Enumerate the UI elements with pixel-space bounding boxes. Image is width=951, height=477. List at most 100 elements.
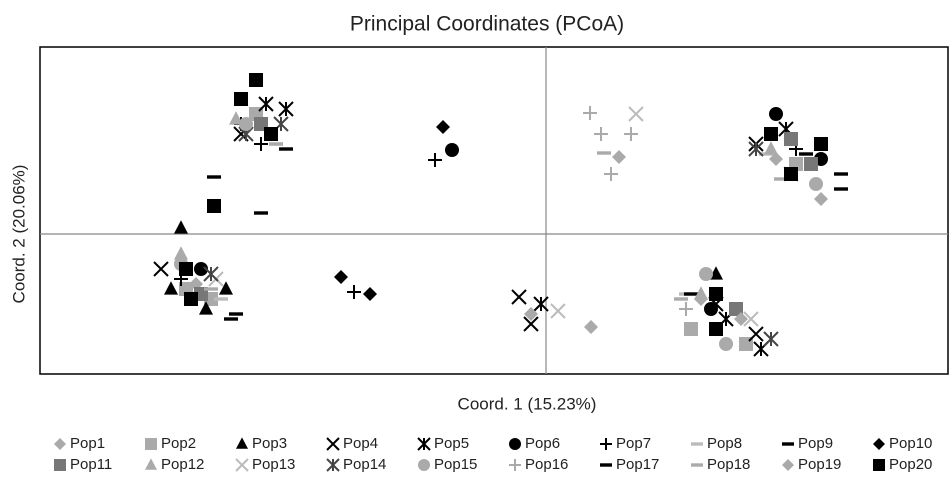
marker-shape xyxy=(523,316,539,332)
marker-shape xyxy=(814,192,828,206)
plot-frame xyxy=(39,46,949,375)
point xyxy=(428,153,442,167)
point xyxy=(709,322,723,336)
point xyxy=(550,303,566,319)
marker-shape xyxy=(814,137,828,151)
legend-marker xyxy=(600,463,612,467)
legend-label: Pop16 xyxy=(525,456,568,473)
marker-shape xyxy=(597,151,611,155)
point xyxy=(207,175,221,179)
point xyxy=(597,151,611,155)
marker-shape xyxy=(235,458,249,472)
marker-shape xyxy=(612,150,626,164)
x-axis-label: Coord. 1 (15.23%) xyxy=(458,394,597,413)
marker-shape xyxy=(184,292,198,306)
marker-shape xyxy=(709,287,723,301)
marker-shape xyxy=(239,117,253,131)
legend-marker xyxy=(326,437,340,451)
point xyxy=(523,316,539,332)
legend-marker xyxy=(600,438,612,450)
point xyxy=(748,326,764,342)
point xyxy=(229,111,243,125)
marker-shape xyxy=(799,152,813,156)
point xyxy=(774,177,788,181)
point xyxy=(334,270,348,284)
legend-marker xyxy=(54,438,66,450)
marker-shape xyxy=(729,302,743,316)
point xyxy=(153,261,169,277)
marker-shape xyxy=(207,175,221,179)
point xyxy=(799,152,813,156)
legend-label: Pop13 xyxy=(252,456,295,473)
marker-shape xyxy=(269,142,283,146)
legend-marker xyxy=(782,459,794,471)
point xyxy=(583,106,597,120)
marker-shape xyxy=(258,96,274,112)
marker-shape xyxy=(145,458,157,470)
marker-shape xyxy=(584,320,598,334)
point xyxy=(219,281,233,295)
legend-marker xyxy=(54,459,66,471)
point xyxy=(214,297,228,301)
marker-shape xyxy=(699,267,713,281)
point xyxy=(524,307,538,321)
point xyxy=(624,127,638,141)
marker-shape xyxy=(764,141,778,155)
point xyxy=(207,199,221,213)
legend-marker xyxy=(145,438,157,450)
marker-shape xyxy=(533,296,549,312)
marker-shape xyxy=(604,167,618,181)
legend-label: Pop15 xyxy=(434,456,477,473)
point xyxy=(199,301,213,315)
point xyxy=(748,141,764,157)
point xyxy=(533,296,549,312)
legend-marker xyxy=(326,458,340,472)
marker-shape xyxy=(145,438,157,450)
point xyxy=(804,157,818,171)
point xyxy=(254,137,268,151)
point xyxy=(704,302,718,316)
marker-shape xyxy=(550,303,566,319)
point xyxy=(764,141,778,155)
marker-shape xyxy=(214,297,228,301)
marker-shape xyxy=(203,266,219,282)
point xyxy=(239,117,253,131)
y-axis-label: Coord. 2 (20.06%) xyxy=(9,165,28,304)
point xyxy=(164,281,178,295)
marker-shape xyxy=(764,127,778,141)
point xyxy=(834,172,848,176)
marker-shape xyxy=(54,438,66,450)
legend-marker xyxy=(145,458,157,470)
point xyxy=(729,302,743,316)
marker-shape xyxy=(694,286,708,300)
legend-label: Pop20 xyxy=(889,456,932,473)
point xyxy=(279,147,293,151)
point xyxy=(258,96,274,112)
point xyxy=(445,143,459,157)
point xyxy=(254,211,268,215)
marker-shape xyxy=(194,262,208,276)
marker-shape xyxy=(436,120,450,134)
point xyxy=(612,150,626,164)
point xyxy=(179,262,193,276)
legend-label: Pop10 xyxy=(889,435,932,452)
point xyxy=(814,192,828,206)
marker-shape xyxy=(417,437,431,451)
marker-shape xyxy=(278,101,294,117)
point xyxy=(584,320,598,334)
point xyxy=(628,106,644,122)
point xyxy=(436,120,450,134)
point xyxy=(694,286,708,300)
point xyxy=(184,292,198,306)
marker-shape xyxy=(428,153,442,167)
marker-shape xyxy=(719,337,733,351)
legend-label: Pop4 xyxy=(343,435,378,452)
marker-shape xyxy=(873,438,885,450)
point xyxy=(763,331,779,347)
legend-label: Pop17 xyxy=(616,456,659,473)
marker-shape xyxy=(709,322,723,336)
legend-label: Pop12 xyxy=(161,456,204,473)
marker-shape xyxy=(174,220,188,234)
point xyxy=(719,337,733,351)
legend-marker xyxy=(782,442,794,446)
